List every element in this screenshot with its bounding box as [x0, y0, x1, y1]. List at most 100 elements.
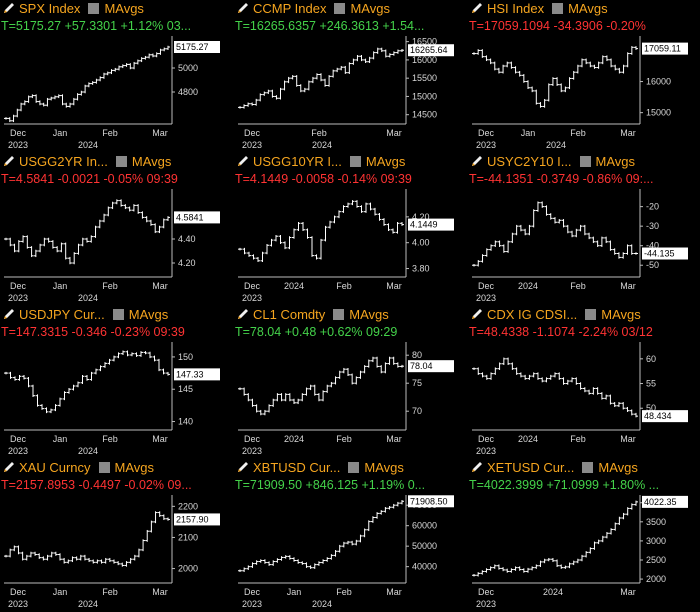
price-bar [251, 254, 256, 260]
y-tick-label: 55 [646, 379, 656, 389]
chart-panel-1[interactable]: SPX Index MAvgs T=5175.27 +57.3301 +1.12%… [0, 0, 232, 153]
chart-panel-11[interactable]: XBTUSD Cur... MAvgs T=71909.50 +846.125 +… [234, 459, 466, 612]
mavgs-legend-swatch [349, 156, 361, 167]
chart-panel-12[interactable]: XETUSD Cur... MAvgs T=4022.3999 +71.0999 … [468, 459, 700, 612]
mavgs-toggle[interactable]: MAvgs [131, 154, 172, 169]
ticker-label[interactable]: CCMP Index [253, 1, 327, 16]
mavgs-toggle[interactable]: MAvgs [128, 307, 169, 322]
price-bar [25, 235, 30, 249]
panel-header: USGG2YR In... MAvgs [0, 153, 232, 171]
price-chart[interactable]: 16500 16000 15500 15000 14500 16265.64 Dec Feb M… [234, 34, 466, 153]
ticker-label[interactable]: XETUSD Cur... [487, 460, 575, 475]
ticker-label[interactable]: USGG10YR I... [253, 154, 342, 169]
price-chart[interactable]: 4.40 4.20 4.5841 Dec Jan Feb Mar 2023 2024 [0, 187, 232, 306]
price-bar [386, 223, 391, 232]
last-price-box [408, 360, 454, 373]
price-bar [296, 222, 301, 232]
price-bar [46, 237, 51, 243]
price-chart[interactable]: 5000 4800 5175.27 Dec Jan Feb Mar 2023 2024 [0, 34, 232, 153]
mavgs-toggle[interactable]: MAvgs [601, 307, 641, 322]
mavgs-toggle[interactable]: MAvgs [568, 1, 608, 16]
price-bar [26, 376, 31, 388]
chart-panel-6[interactable]: USYC2Y10 I... MAvgs T=-44.1351 -0.3749 -0… [468, 153, 700, 306]
mavgs-toggle[interactable]: MAvgs [595, 154, 636, 169]
price-bar [246, 565, 251, 570]
chart-panel-5[interactable]: USGG10YR I... MAvgs T=4.1449 -0.0058 -0.1… [234, 153, 466, 306]
ticker-label[interactable]: SPX Index [19, 1, 81, 16]
ticker-label[interactable]: USYC2Y10 I... [487, 154, 572, 169]
quote-line: T=2157.8953 -0.4497 -0.02% 09... [1, 478, 192, 492]
price-chart[interactable]: 400035003000250020004022.35Dec2024Mar202… [468, 493, 700, 612]
mavgs-toggle[interactable]: MAvgs [104, 1, 144, 16]
mavgs-toggle[interactable]: MAvgs [364, 460, 404, 475]
y-tick-label: 145 [178, 384, 193, 394]
x-tick-label: Feb [102, 587, 118, 597]
ticker-label[interactable]: CL1 Comdty [253, 307, 326, 322]
price-bar [375, 47, 380, 54]
pencil-edit-icon[interactable] [470, 154, 484, 168]
ticker-label[interactable]: HSI Index [487, 1, 545, 16]
pencil-edit-icon[interactable] [470, 460, 484, 474]
price-chart[interactable]: 16000 15000 17059.11 Dec Jan Feb Mar 2023 2024 [468, 34, 700, 153]
pencil-edit-icon[interactable] [236, 1, 250, 15]
mavgs-toggle[interactable]: MAvgs [350, 1, 390, 16]
price-bar [250, 398, 255, 407]
price-chart[interactable]: 150 145 140 147.33 Dec Jan Feb Mar 2023 2024 [0, 340, 232, 459]
year-label: 2023 [476, 446, 496, 456]
y-tick-label: 15000 [646, 108, 671, 118]
price-bar [64, 102, 69, 108]
chart-panel-4[interactable]: USGG2YR In... MAvgs T=4.5841 -0.0021 -0.0… [0, 153, 232, 306]
y-tick-label: 150 [178, 352, 193, 362]
pencil-edit-icon[interactable] [470, 307, 484, 321]
price-bar [509, 61, 514, 69]
price-chart[interactable]: 4.20 4.00 3.80 4.1449 Dec 2024 Feb Mar 2023 [234, 187, 466, 306]
price-bar [608, 240, 613, 251]
pencil-edit-icon[interactable] [236, 460, 250, 474]
price-bar [44, 407, 49, 414]
ticker-label[interactable]: USGG2YR In... [19, 154, 108, 169]
y-tick-label: 2500 [646, 555, 666, 565]
chart-panel-10[interactable]: XAU Curncy MAvgs T=2157.8953 -0.4497 -0.0… [0, 459, 232, 612]
mavgs-toggle[interactable]: MAvgs [365, 154, 406, 169]
last-price-label: 78.04 [410, 361, 433, 371]
price-bar [37, 100, 42, 106]
price-bar [80, 375, 85, 385]
price-bar [548, 213, 553, 220]
pencil-edit-icon[interactable] [236, 154, 250, 168]
price-chart[interactable]: 7000060000500004000071908.50DecJanFebMar… [234, 493, 466, 612]
price-bar [625, 52, 630, 68]
price-chart[interactable]: -20 -30 -40 -50-44.135 Dec 2024 Feb Mar 2023 [468, 187, 700, 306]
x-tick-label: Dec [478, 128, 495, 138]
price-bar [161, 368, 166, 375]
chart-panel-3[interactable]: HSI Index MAvgs T=17059.1094 -34.3906 -0.… [468, 0, 700, 153]
ticker-label[interactable]: USDJPY Cur... [19, 307, 105, 322]
pencil-edit-icon[interactable] [2, 154, 16, 168]
price-bar [387, 505, 392, 510]
ticker-label[interactable]: XAU Curncy [19, 460, 91, 475]
chart-panel-8[interactable]: CL1 Comdty MAvgs T=78.04 +0.48 +0.62% 09:… [234, 306, 466, 459]
pencil-edit-icon[interactable] [2, 307, 16, 321]
price-bar [275, 393, 280, 402]
pencil-edit-icon[interactable] [236, 307, 250, 321]
price-bar [16, 240, 21, 253]
price-chart[interactable]: 2200 2100 2000 2157.90 Dec Jan Feb Mar 2023 2024 [0, 493, 232, 612]
quote-line: T=16265.6357 +246.3613 +1.54... [235, 19, 425, 33]
price-bar [319, 238, 323, 260]
y-tick-label: 15000 [412, 91, 437, 101]
price-bar [358, 370, 363, 379]
price-bar [596, 61, 601, 69]
chart-panel-7[interactable]: USDJPY Cur... MAvgs T=147.3315 -0.346 -0.… [0, 306, 232, 459]
ticker-label[interactable]: XBTUSD Cur... [253, 460, 341, 475]
pencil-edit-icon[interactable] [2, 1, 16, 15]
mavgs-toggle[interactable]: MAvgs [114, 460, 155, 475]
price-bar [98, 76, 103, 82]
chart-panel-9[interactable]: CDX IG CDSI... MAvgs T=48.4338 -1.1074 -2… [468, 306, 700, 459]
pencil-edit-icon[interactable] [470, 1, 484, 15]
chart-panel-2[interactable]: CCMP Index MAvgs T=16265.6357 +246.3613 +… [234, 0, 466, 153]
pencil-edit-icon[interactable] [2, 460, 16, 474]
mavgs-toggle[interactable]: MAvgs [598, 460, 638, 475]
price-chart[interactable]: 80 75 70 78.04 Dec 2024 Feb Mar 2023 [234, 340, 466, 459]
ticker-label[interactable]: CDX IG CDSI... [487, 307, 578, 322]
mavgs-toggle[interactable]: MAvgs [349, 307, 389, 322]
